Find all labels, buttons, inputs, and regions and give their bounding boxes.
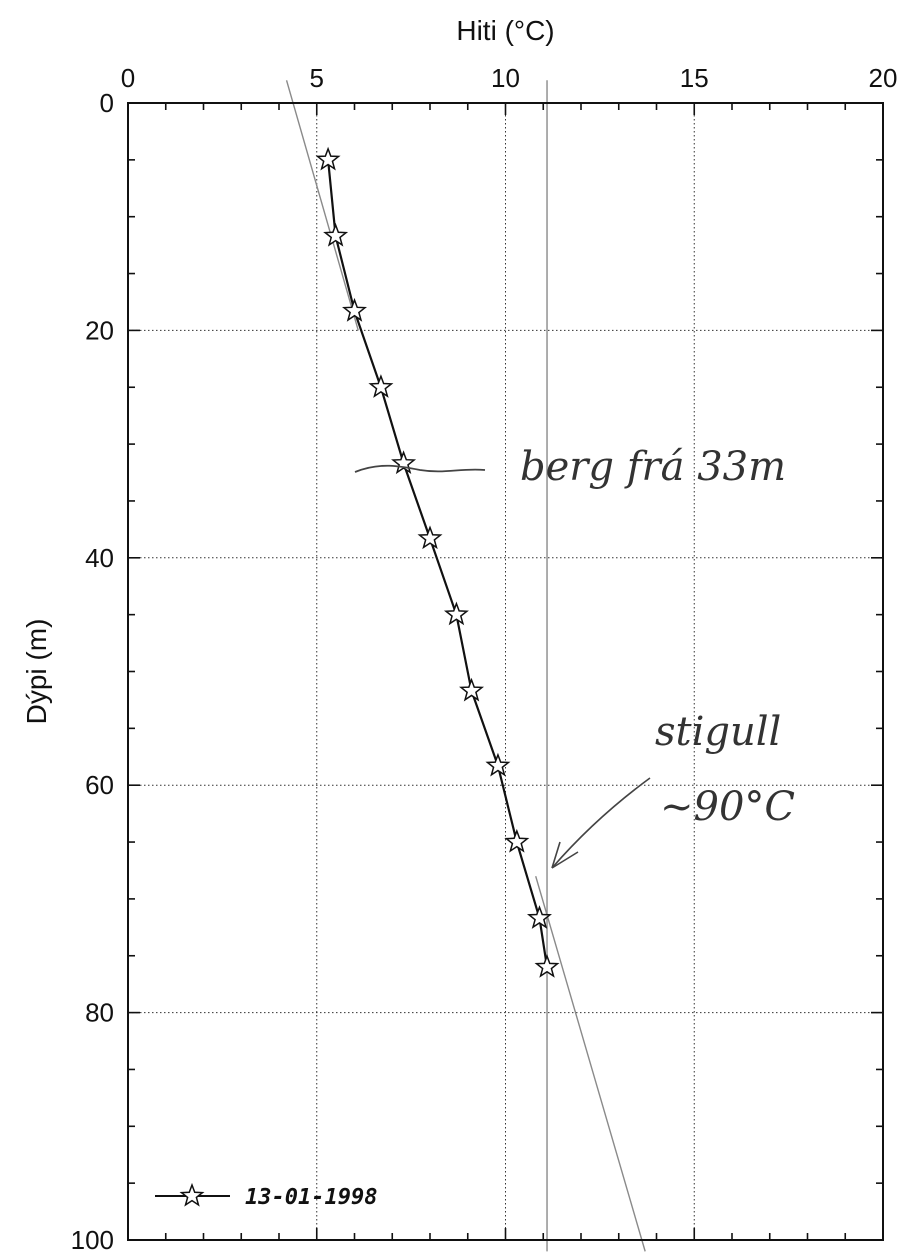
y-tick-label: 100 (71, 1225, 114, 1255)
x-tick-label: 10 (491, 63, 520, 93)
series-line-group (315, 146, 560, 978)
grid-lines (128, 103, 883, 1240)
legend-star-marker (179, 1182, 205, 1207)
data-point-star (504, 828, 530, 853)
y-axis-title: Dýpi (m) (21, 619, 52, 725)
y-tick-label: 40 (85, 543, 114, 573)
berg-pointer-stroke (354, 464, 486, 473)
y-tick-label: 60 (85, 770, 114, 800)
data-point-star (443, 601, 469, 626)
y-tick-label: 20 (85, 315, 114, 345)
annotation-arrow-head (551, 841, 579, 869)
y-tick-label: 80 (85, 998, 114, 1028)
note-90c: ~90°C (660, 784, 795, 830)
axis-ticks (127, 102, 884, 1241)
legend: 13-01-1998 (155, 1182, 377, 1210)
x-tick-label: 0 (121, 63, 135, 93)
x-axis-title: Hiti (°C) (456, 15, 554, 46)
data-point-star (315, 146, 341, 171)
x-tick-label: 15 (680, 63, 709, 93)
data-point-star (534, 953, 560, 978)
data-point-star (323, 222, 349, 247)
series-line (327, 159, 549, 968)
data-point-star (485, 752, 511, 777)
legend-label: 13-01-1998 (245, 1185, 377, 1210)
data-point-star (368, 374, 394, 398)
axis-labels: 0 5 10 15 20 0 20 40 60 80 100 Hiti (°C) Dýpi (m) (21, 15, 897, 1255)
data-point-star (459, 677, 485, 702)
y-tick-label: 0 (100, 88, 114, 118)
note-berg: berg frá 33m (520, 444, 786, 490)
pencil-line-1 (535, 875, 646, 1252)
handwritten-annotations: berg frá 33m stigull ~90°C (354, 444, 795, 869)
data-point-star (342, 297, 367, 322)
pencil-line-0 (285, 80, 359, 331)
annotation-arrow-line (551, 777, 651, 869)
data-point-star (417, 525, 443, 550)
x-tick-label: 5 (310, 63, 324, 93)
x-tick-label: 20 (869, 63, 898, 93)
hand-drawn-lines (285, 80, 646, 1252)
note-stigull: stigull (655, 709, 781, 755)
data-point-star (391, 450, 417, 475)
data-point-star (526, 905, 552, 929)
